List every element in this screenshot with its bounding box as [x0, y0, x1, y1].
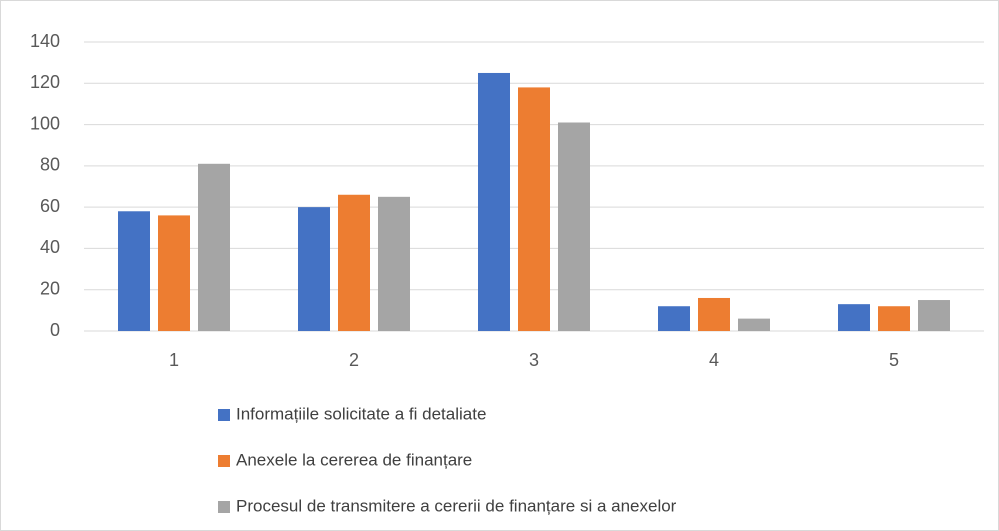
bar	[838, 304, 870, 331]
y-tick-label: 0	[50, 320, 60, 340]
x-tick-label: 1	[169, 350, 179, 370]
bar	[878, 306, 910, 331]
legend-swatch	[218, 409, 230, 421]
x-tick-label: 2	[349, 350, 359, 370]
bar	[338, 194, 370, 331]
bar	[378, 196, 410, 331]
y-tick-label: 140	[30, 31, 60, 51]
y-tick-label: 120	[30, 72, 60, 92]
legend-label: Procesul de transmitere a cererii de fin…	[236, 496, 677, 515]
bar	[558, 122, 590, 331]
y-tick-label: 80	[40, 155, 60, 175]
bar	[918, 300, 950, 331]
bar	[738, 318, 770, 331]
bar	[198, 163, 230, 331]
y-tick-label: 60	[40, 196, 60, 216]
bar	[158, 215, 190, 331]
bar	[298, 207, 330, 331]
bar	[478, 72, 510, 331]
y-tick-label: 20	[40, 278, 60, 298]
y-tick-label: 40	[40, 237, 60, 257]
y-tick-label: 100	[30, 113, 60, 133]
x-tick-label: 5	[889, 350, 899, 370]
bar	[518, 87, 550, 332]
bar	[118, 211, 150, 331]
bar	[658, 306, 690, 331]
legend-label: Informațiile solicitate a fi detaliate	[236, 404, 486, 423]
bar	[698, 297, 730, 331]
legend-label: Anexele la cererea de finanțare	[236, 450, 472, 469]
legend-swatch	[218, 501, 230, 513]
legend-swatch	[218, 455, 230, 467]
x-tick-label: 4	[709, 350, 719, 370]
x-tick-label: 3	[529, 350, 539, 370]
